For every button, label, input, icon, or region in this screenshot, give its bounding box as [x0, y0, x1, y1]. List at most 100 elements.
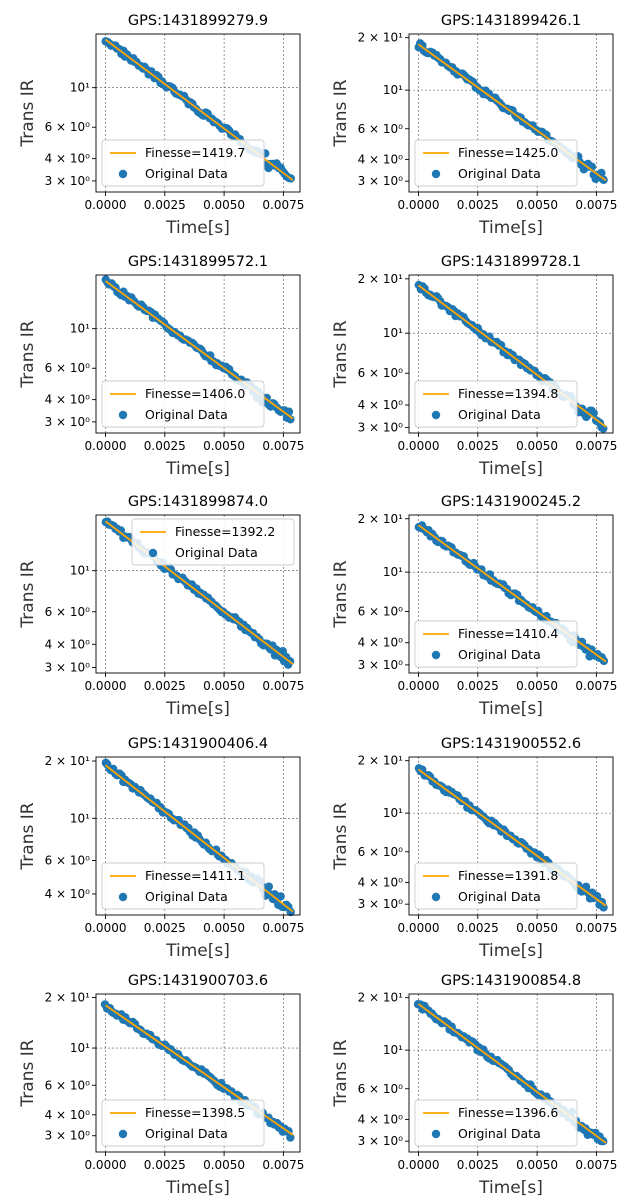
- y-axis-label: Trans IR: [331, 802, 351, 870]
- data-point: [286, 907, 295, 917]
- legend-box: [131, 518, 295, 566]
- y-axis-label: Trans IR: [331, 1039, 351, 1107]
- x-tick-label: 0.0050: [203, 439, 245, 453]
- x-tick-label: 0.0050: [203, 921, 245, 935]
- legend-box: [414, 139, 578, 187]
- legend-data-swatch: [118, 1129, 128, 1139]
- legend-data-label: Original Data: [145, 407, 228, 422]
- y-axis-label: Trans IR: [18, 1039, 38, 1107]
- legend-data-label: Original Data: [458, 407, 541, 422]
- legend: Finesse=1411.1 Original Data: [101, 862, 265, 910]
- axes-frame: [408, 756, 614, 916]
- y-tick-label: 2 × 10¹: [358, 272, 404, 286]
- y-tick-label: 2 × 10¹: [358, 991, 404, 1005]
- x-tick-label: 0.0075: [575, 1158, 617, 1172]
- y-tick-label: 4 × 10⁰: [358, 398, 404, 412]
- y-tick-label: 10¹: [70, 81, 90, 95]
- legend-data-swatch: [118, 892, 128, 902]
- x-axis-label: Time[s]: [165, 218, 230, 238]
- y-tick-label: 6 × 10⁰: [45, 120, 91, 134]
- legend-box: [414, 862, 578, 910]
- y-tick-label: 4 × 10⁰: [45, 1108, 91, 1122]
- x-axis-label: Time[s]: [165, 459, 230, 479]
- legend-fit-label: Finesse=1394.8: [458, 386, 558, 401]
- y-tick-label: 6 × 10⁰: [45, 361, 91, 375]
- legend-data-swatch: [431, 650, 441, 660]
- y-tick-label: 2 × 10¹: [358, 754, 404, 768]
- y-tick-label: 4 × 10⁰: [358, 152, 404, 166]
- axes-frame: [95, 993, 301, 1153]
- legend: Finesse=1425.0 Original Data: [414, 139, 578, 187]
- legend-box: [414, 620, 578, 668]
- y-tick-label: 4 × 10⁰: [45, 637, 91, 651]
- legend-data-label: Original Data: [145, 1126, 228, 1141]
- y-tick-label: 10¹: [383, 1043, 403, 1057]
- x-tick-label: 0.0025: [457, 1158, 499, 1172]
- y-tick-label: 2 × 10¹: [358, 31, 404, 45]
- x-tick-label: 0.0050: [203, 679, 245, 693]
- y-tick-label: 4 × 10⁰: [358, 875, 404, 889]
- legend-data-label: Original Data: [458, 1126, 541, 1141]
- y-tick-label: 10¹: [383, 565, 403, 579]
- x-tick-label: 0.0000: [84, 921, 126, 935]
- axes-frame: [408, 993, 614, 1153]
- legend-data-swatch: [431, 892, 441, 902]
- legend: Finesse=1394.8 Original Data: [414, 380, 578, 428]
- legend: Finesse=1410.4 Original Data: [414, 620, 578, 668]
- legend-data-label: Original Data: [458, 166, 541, 181]
- x-tick-label: 0.0075: [262, 1158, 304, 1172]
- y-tick-label: 3 × 10⁰: [45, 1129, 91, 1143]
- x-tick-label: 0.0075: [575, 679, 617, 693]
- y-tick-label: 10¹: [70, 322, 90, 336]
- y-tick-label: 3 × 10⁰: [358, 421, 404, 435]
- y-tick-label: 6 × 10⁰: [358, 366, 404, 380]
- y-tick-label: 6 × 10⁰: [358, 604, 404, 618]
- axes-frame: [95, 274, 301, 434]
- axes-frame: [95, 514, 301, 674]
- y-axis-label: Trans IR: [331, 79, 351, 147]
- x-tick-label: 0.0050: [516, 921, 558, 935]
- x-tick-label: 0.0025: [144, 921, 186, 935]
- x-tick-label: 0.0075: [262, 921, 304, 935]
- y-tick-label: 4 × 10⁰: [45, 887, 91, 901]
- x-tick-label: 0.0000: [84, 198, 126, 212]
- x-tick-label: 0.0075: [262, 198, 304, 212]
- subplot-title: GPS:1431900854.8: [441, 973, 581, 989]
- x-tick-label: 0.0000: [84, 679, 126, 693]
- subplot-3: 0.0000 0.0025 0.0050 0.0075 3 × 10⁰ 4 × 10⁰ 6 …: [18, 254, 304, 479]
- legend-fit-label: Finesse=1396.6: [458, 1105, 558, 1120]
- subplot-title: GPS:1431899728.1: [441, 254, 581, 270]
- legend-data-swatch: [118, 410, 128, 420]
- legend-data-label: Original Data: [458, 647, 541, 662]
- subplot-10: 0.0000 0.0025 0.0050 0.0075 3 × 10⁰ 4 × 10⁰ 6 …: [331, 973, 617, 1198]
- legend-data-label: Original Data: [175, 545, 258, 560]
- y-tick-label: 10¹: [383, 326, 403, 340]
- y-tick-label: 3 × 10⁰: [45, 660, 91, 674]
- legend-box: [414, 380, 578, 428]
- y-tick-label: 6 × 10⁰: [358, 1082, 404, 1096]
- legend-fit-label: Finesse=1398.5: [145, 1105, 245, 1120]
- y-tick-label: 10¹: [70, 1041, 90, 1055]
- y-tick-label: 6 × 10⁰: [45, 605, 91, 619]
- y-tick-label: 3 × 10⁰: [358, 658, 404, 672]
- subplot-title: GPS:1431900245.2: [441, 494, 581, 510]
- y-tick-label: 3 × 10⁰: [358, 897, 404, 911]
- legend-box: [101, 862, 265, 910]
- axes-frame: [95, 33, 301, 193]
- legend-data-swatch: [148, 548, 158, 558]
- x-axis-label: Time[s]: [165, 1178, 230, 1198]
- x-tick-label: 0.0075: [575, 921, 617, 935]
- y-tick-label: 2 × 10¹: [45, 991, 91, 1005]
- x-tick-label: 0.0025: [144, 679, 186, 693]
- x-tick-label: 0.0075: [262, 679, 304, 693]
- legend-data-swatch: [118, 169, 128, 179]
- subplot-9: 0.0000 0.0025 0.0050 0.0075 3 × 10⁰ 4 × 10⁰ 6 …: [18, 973, 304, 1198]
- y-tick-label: 10¹: [383, 83, 403, 97]
- x-tick-label: 0.0050: [516, 439, 558, 453]
- x-tick-label: 0.0050: [203, 198, 245, 212]
- legend-fit-label: Finesse=1411.1: [145, 868, 245, 883]
- subplot-title: GPS:1431900406.4: [128, 736, 268, 752]
- y-axis-label: Trans IR: [331, 560, 351, 628]
- legend-fit-label: Finesse=1392.2: [175, 524, 275, 539]
